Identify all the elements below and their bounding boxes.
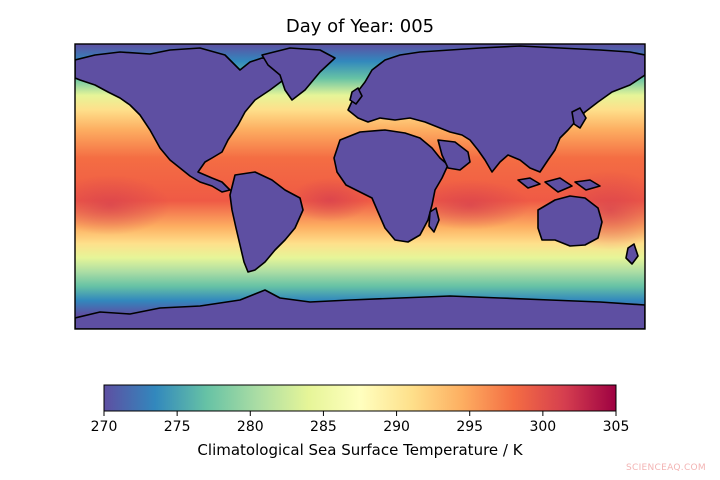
watermark: SCIENCEAQ.COM [625, 463, 706, 473]
north-america [75, 47, 291, 193]
colorbar-tick-label: 285 [310, 419, 337, 435]
colorbar-tick-label: 280 [236, 419, 264, 435]
south-america [229, 171, 304, 273]
eurasia [347, 45, 645, 173]
uk [349, 87, 363, 105]
colorbar-tick-label: 300 [529, 419, 557, 435]
colorbar-tick-label: 295 [456, 419, 484, 435]
arabia [437, 139, 471, 171]
greenland [261, 47, 336, 101]
colorbar-ticks [103, 411, 617, 416]
africa [333, 129, 449, 243]
map-frame [74, 43, 646, 330]
colorbar-label: Climatological Sea Surface Temperature /… [197, 441, 523, 459]
map-title: Day of Year: 005 [285, 16, 435, 37]
antarctica [75, 289, 645, 329]
japan [571, 107, 587, 129]
land-masses [75, 45, 645, 329]
new-zealand [625, 243, 639, 265]
colorbar-tick-label: 305 [602, 419, 630, 435]
australia [537, 195, 603, 247]
colorbar-tick-label: 270 [90, 419, 118, 435]
colorbar [103, 384, 617, 412]
colorbar-tick-label: 275 [163, 419, 191, 435]
colorbar-tick-label: 290 [383, 419, 410, 435]
indonesia [517, 177, 601, 193]
madagascar [428, 207, 440, 233]
